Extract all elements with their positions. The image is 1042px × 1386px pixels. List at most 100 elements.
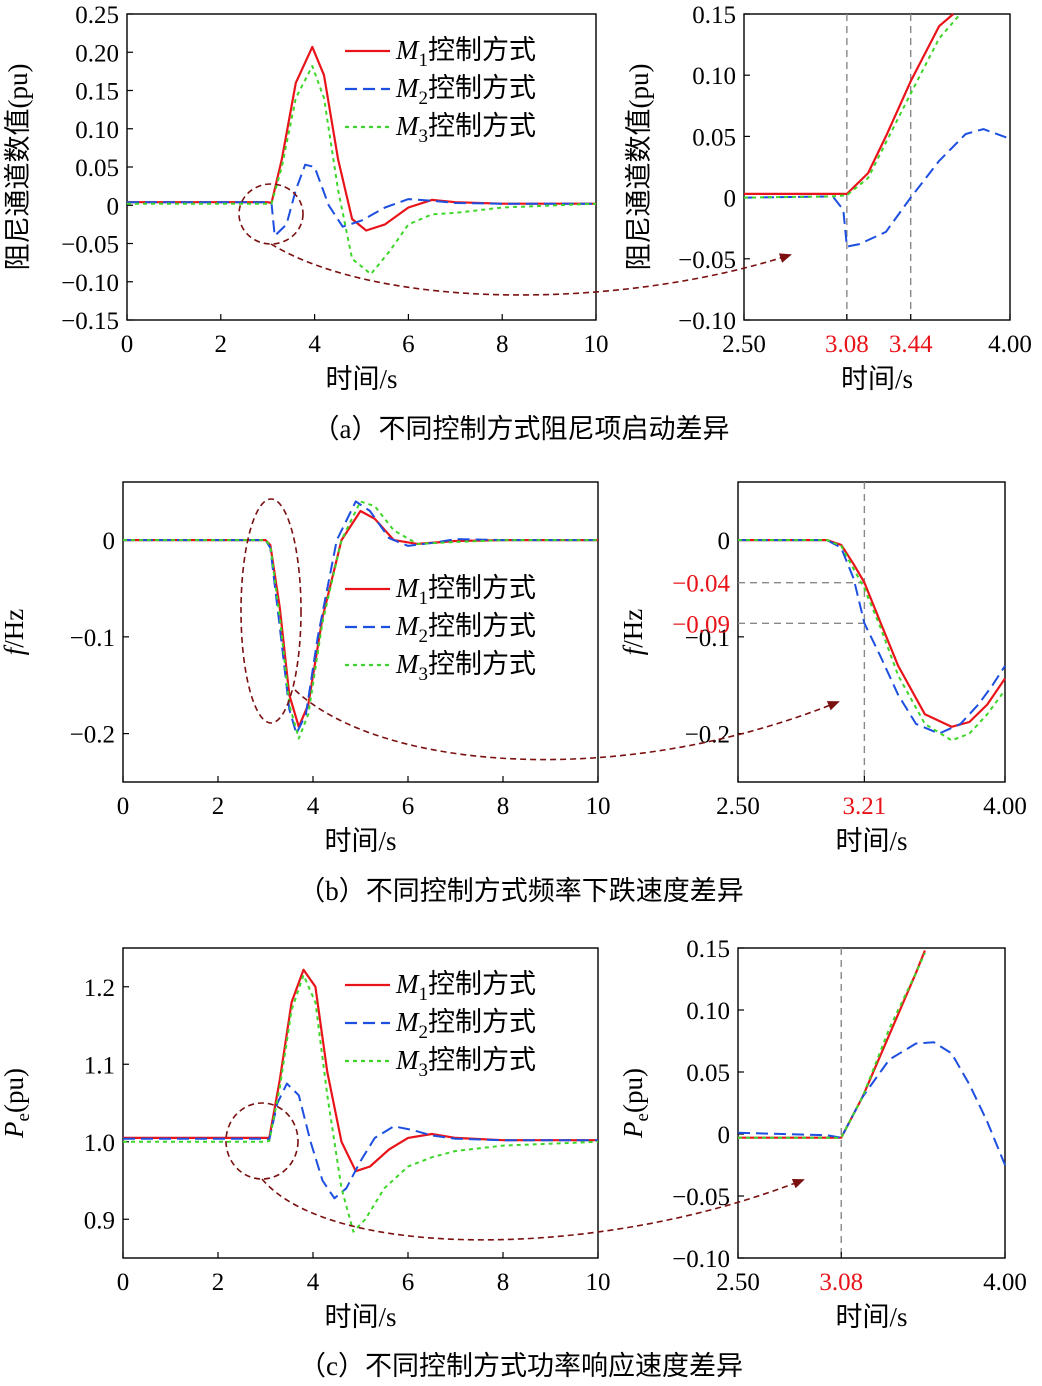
y-axis-title-symbol: P (0, 1121, 29, 1139)
x-tick-label: 4 (308, 331, 321, 358)
series-line-1 (744, 13, 955, 195)
caption-b: （b）不同控制方式频率下跌速度差异 (298, 876, 744, 906)
series-line-2 (737, 1041, 1006, 1166)
legend-label-3: M3控制方式 (395, 1045, 536, 1081)
y-tick-label: −0.10 (672, 1246, 730, 1273)
legend-label-3: M3控制方式 (395, 111, 536, 147)
legend-label-sub: 2 (419, 88, 429, 109)
panel-a: 0 2 4 6 8 10−0.15−0.10−0.0500.050.100.150.200… (3, 2, 1032, 444)
y-tick-label: 1.2 (84, 975, 115, 1002)
zoom-region-ellipse-a (238, 183, 304, 245)
panel-c: 0 2 4 6 8 100.91.01.11.2时间/sPe(pu)M1控制方式M2控制方… (0, 936, 1027, 1381)
y-axis-title-symbol: P (618, 1121, 648, 1139)
x-axis-title: 时间/s (324, 826, 396, 856)
y-tick-label: 1.1 (84, 1052, 115, 1079)
y-tick-label: 0 (103, 528, 116, 555)
series-line-1 (123, 968, 598, 1173)
x-axis-title: 时间/s (835, 1302, 907, 1332)
legend-label-2: M2控制方式 (395, 73, 536, 109)
legend-label-1: M1控制方式 (395, 35, 536, 71)
legend-label-letter: M (395, 1007, 420, 1037)
y-tick-label: −0.05 (678, 247, 736, 274)
y-tick-label: −0.2 (685, 722, 730, 749)
x-tick-label: 3.08 (819, 1269, 863, 1296)
y-tick-label: 0.9 (84, 1207, 115, 1234)
y-axis-title: 阻尼通道数值(pu) (624, 64, 654, 271)
y-axis-title: f/Hz (0, 609, 29, 656)
legend-label-letter: M (395, 73, 420, 103)
x-tick-label: 2.50 (716, 1269, 760, 1296)
x-tick-label: 10 (584, 331, 609, 358)
x-tick-label: 2.50 (722, 331, 766, 358)
caption-c: （c）不同控制方式功率响应速度差异 (299, 1351, 743, 1381)
legend-label-2: M2控制方式 (395, 611, 536, 647)
y-tick-label: 0.10 (686, 998, 730, 1025)
legend-label-sub: 1 (419, 984, 429, 1005)
chart-b-main: 0 2 4 6 8 100−0.1−0.2时间/sf/HzM1控制方式M2控制方式M3控制… (0, 481, 611, 856)
y-tick-label: −0.15 (61, 308, 119, 335)
series-line-3 (738, 952, 926, 1139)
y-tick-label: 0.20 (75, 40, 119, 67)
chart-a-main: 0 2 4 6 8 10 −0.15 −0.10 −0.05 0 0.05 0.10 0.15 0.20 0… (3, 2, 609, 394)
y-axis-title-unit: /Hz (0, 609, 29, 648)
y-tick-label: −0.1 (70, 625, 115, 652)
x-tick-label: 6 (402, 1269, 415, 1296)
series-line-3 (738, 539, 1006, 742)
y-tick-label-highlight: −0.04 (672, 571, 730, 598)
y-tick-label: 0.05 (75, 155, 119, 182)
x-tick-label: 4.00 (988, 331, 1032, 358)
legend-label-2: M2控制方式 (395, 1007, 536, 1043)
series-line-2 (123, 1082, 598, 1200)
x-tick-label: 10 (586, 1269, 611, 1296)
y-axis-title-symbol: f (0, 644, 29, 655)
series-line-2 (738, 539, 1006, 735)
panel-b: 0 2 4 6 8 100−0.1−0.2时间/sf/HzM1控制方式M2控制方式M3控制… (0, 481, 1027, 906)
y-axis-title: Pe(pu) (618, 1068, 653, 1139)
x-tick-label: 3.08 (825, 331, 869, 358)
x-tick-label: 3.44 (889, 331, 933, 358)
legend-label-letter: M (395, 111, 420, 141)
y-tick-label: 1.0 (84, 1130, 115, 1157)
legend-label-letter: M (395, 1045, 420, 1075)
y-tick-label: −0.05 (672, 1184, 730, 1211)
legend-label-text: 控制方式 (428, 111, 536, 141)
x-tick-label: 0 (117, 793, 130, 820)
y-tick-label: 0 (107, 193, 120, 220)
series-line-2 (127, 163, 596, 237)
x-tick-label: 8 (497, 793, 510, 820)
y-axis-title-unit: /Hz (618, 609, 648, 648)
legend-label-text: 控制方式 (428, 35, 536, 65)
chart-a-zoom: 2.50 3.08 3.44 4.00 −0.10 −0.05 0 0.05 0.10 0.15 时… (624, 2, 1032, 394)
legend-label-sub: 2 (419, 1022, 429, 1043)
y-tick-label: 0 (718, 528, 731, 555)
legend-label-text: 控制方式 (428, 1007, 536, 1037)
legend-label-letter: M (395, 573, 420, 603)
y-axis-title: 阻尼通道数值(pu) (3, 64, 33, 271)
series-line-3 (127, 65, 597, 276)
legend-label-letter: M (395, 35, 420, 65)
legend-label-sub: 1 (419, 588, 429, 609)
legend-label-letter: M (395, 611, 420, 641)
legend-label-text: 控制方式 (428, 73, 536, 103)
x-tick-label: 2 (215, 331, 228, 358)
y-tick-label: 0.15 (686, 936, 730, 963)
y-tick-label: −0.1 (685, 625, 730, 652)
zoom-region-ellipse-b (240, 498, 302, 724)
legend-label-sub: 3 (419, 664, 429, 685)
y-tick-label: 0 (724, 186, 737, 213)
legend-label-text: 控制方式 (428, 969, 536, 999)
y-tick-label: −0.05 (61, 232, 119, 259)
legend-label-text: 控制方式 (428, 649, 536, 679)
y-axis-title: Pe(pu) (0, 1068, 34, 1139)
chart-c-main: 0 2 4 6 8 100.91.01.11.2时间/sPe(pu)M1控制方式M2控制方… (0, 947, 611, 1332)
x-tick-label: 10 (586, 793, 611, 820)
series-line-3 (743, 13, 962, 199)
x-axis-title: 时间/s (325, 364, 397, 394)
series-line-2 (743, 128, 1011, 248)
x-tick-label: 6 (402, 331, 415, 358)
zoom-annotations (225, 183, 840, 1241)
legend-label-text: 控制方式 (428, 573, 536, 603)
x-axis-title: 时间/s (324, 1302, 396, 1332)
y-tick-label: 0.25 (75, 2, 119, 29)
